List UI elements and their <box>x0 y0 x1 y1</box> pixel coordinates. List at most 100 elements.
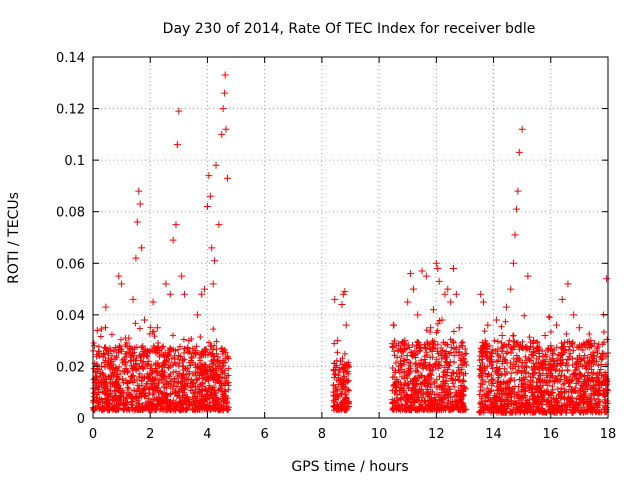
data-point <box>208 244 216 252</box>
band-point <box>179 357 186 364</box>
data-point <box>93 326 101 334</box>
band-point <box>392 369 399 376</box>
band-point <box>397 395 404 402</box>
band-point <box>334 393 341 400</box>
band-point <box>99 398 106 405</box>
y-tick-label: 0 <box>77 412 85 427</box>
band-point <box>189 370 196 377</box>
band-point <box>436 394 443 401</box>
band-point <box>109 369 116 376</box>
band-point <box>601 399 608 406</box>
band-point <box>404 352 411 359</box>
chart-title: Day 230 of 2014, Rate Of TEC Index for r… <box>163 21 536 37</box>
band-point <box>452 376 459 383</box>
data-point <box>198 290 206 298</box>
band-point <box>390 404 397 411</box>
band-point <box>332 367 339 374</box>
band-point <box>484 392 491 399</box>
band-point <box>121 402 128 409</box>
band-point <box>525 401 532 408</box>
band-point <box>592 400 599 407</box>
band-point <box>111 405 118 412</box>
band-point <box>482 403 489 410</box>
band-point <box>163 392 170 399</box>
band-point <box>562 406 569 413</box>
data-point <box>135 187 143 195</box>
data-point <box>218 130 226 138</box>
band-point <box>559 356 566 363</box>
band-point <box>137 392 144 399</box>
band-point <box>547 394 554 401</box>
band-point <box>456 393 463 400</box>
band-point <box>452 393 459 400</box>
band-point <box>170 382 177 389</box>
band-point <box>152 350 159 357</box>
band-point <box>412 406 419 413</box>
band-point <box>96 374 103 381</box>
band-point <box>521 312 528 319</box>
band-point <box>110 348 117 355</box>
band-point <box>451 383 458 390</box>
band-point <box>140 365 147 372</box>
band-point <box>401 375 408 382</box>
data-point <box>492 316 500 324</box>
band-point <box>459 378 466 385</box>
y-tick-label: 0.14 <box>56 51 85 66</box>
band-point <box>519 359 526 366</box>
band-point <box>493 358 500 365</box>
band-point <box>213 338 220 345</box>
band-point <box>114 367 121 374</box>
band-point <box>558 385 565 392</box>
band-point <box>136 370 143 377</box>
data-point <box>389 321 397 329</box>
band-point <box>541 388 548 395</box>
band-point <box>566 353 573 360</box>
band-point <box>199 380 206 387</box>
band-point <box>505 392 512 399</box>
band-point <box>105 358 112 365</box>
band-point <box>152 365 159 372</box>
band-point <box>171 378 178 385</box>
band-point <box>426 391 433 398</box>
band-point <box>389 364 396 371</box>
data-point <box>102 303 110 311</box>
band-point <box>202 376 209 383</box>
band-point <box>497 381 504 388</box>
band-point <box>521 364 528 371</box>
band-point <box>208 373 215 380</box>
band-point <box>440 374 447 381</box>
band-point <box>481 328 488 335</box>
band-point <box>208 351 215 358</box>
band-point <box>462 346 469 353</box>
band-point <box>400 357 407 364</box>
band-point <box>166 406 173 413</box>
band-point <box>106 400 113 407</box>
band-point <box>407 369 414 376</box>
band-point <box>581 352 588 359</box>
band-point <box>523 402 530 409</box>
band-point <box>140 353 147 360</box>
band-point <box>102 345 109 352</box>
band-point <box>408 349 415 356</box>
band-point <box>530 352 537 359</box>
band-point <box>116 395 123 402</box>
band-point <box>126 378 133 385</box>
band-point <box>115 406 122 413</box>
band-point <box>562 409 569 416</box>
band-point <box>495 357 502 364</box>
scatter-points <box>90 71 611 391</box>
band-point <box>129 350 136 357</box>
band-point <box>427 354 434 361</box>
band-point <box>499 358 506 365</box>
data-point <box>145 357 153 365</box>
band-point <box>504 403 511 410</box>
band-point <box>484 385 491 392</box>
band-point <box>190 390 197 397</box>
band-point <box>485 371 492 378</box>
band-point <box>161 361 168 368</box>
band-point <box>97 333 104 340</box>
band-point <box>591 353 598 360</box>
band-point <box>544 382 551 389</box>
band-point <box>598 356 605 363</box>
